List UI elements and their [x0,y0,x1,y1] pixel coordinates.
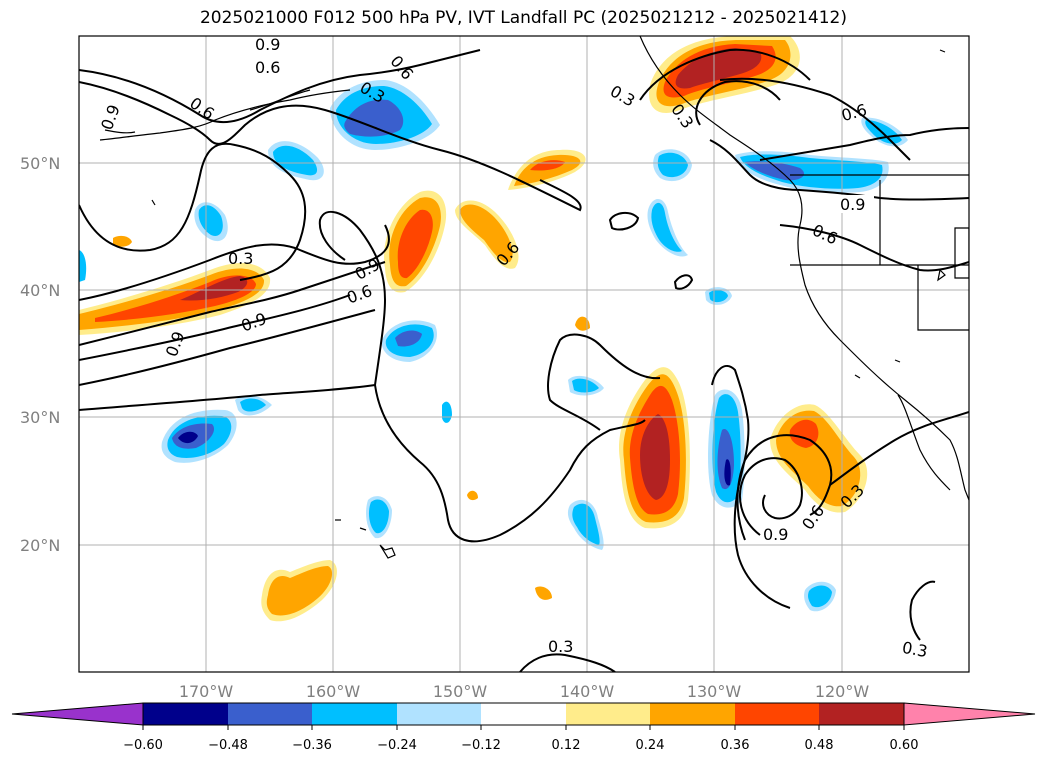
colorbar-extend-low [11,702,144,726]
lon-tick-label: 140°W [560,682,615,701]
shaded-positive-fields [79,36,868,622]
lon-tick-label: 130°W [687,682,742,701]
coastlines [99,36,969,559]
lon-tick-label: 160°W [306,682,361,701]
colorbar: −0.60 −0.48 −0.36 −0.24 −0.12 0.12 0.24 … [11,702,1036,753]
contour-label: 0.3 [901,638,929,661]
latitude-labels: 20°N 30°N 40°N 50°N [20,154,60,555]
map-panel: 0.9 0.6 0.9 0.6 0.3 0.3 0.9 0.6 0.9 0.6 … [78,35,970,673]
colorbar-tick-label: −0.60 [123,738,163,753]
colorbar-tick-label: −0.12 [461,738,501,753]
colorbar-tick-label: −0.48 [208,738,248,753]
colorbar-segment [650,703,735,725]
contour-label: 0.3 [228,249,253,268]
colorbar-segment [566,703,650,725]
colorbar-segment [143,703,228,725]
contour-label: 0.9 [840,195,865,214]
colorbar-segment [397,703,481,725]
longitude-labels: 170°W 160°W 150°W 140°W 130°W 120°W [179,682,870,701]
colorbar-tick-label: −0.24 [377,738,417,753]
lon-tick-label: 120°W [815,682,870,701]
colorbar-tick-label: 0.24 [636,738,665,753]
colorbar-segment [819,703,904,725]
colorbar-tick-label: 0.48 [805,738,834,753]
colorbar-segment [228,703,312,725]
contour-label: 0.9 [255,35,280,54]
lat-tick-label: 30°N [20,408,60,427]
map-frame [78,35,970,673]
contour-label: 0.6 [255,58,280,77]
lat-tick-label: 50°N [20,154,60,173]
colorbar-segment [735,703,819,725]
colorbar-segment [312,703,397,725]
lat-tick-label: 40°N [20,281,60,300]
lon-tick-label: 150°W [433,682,488,701]
colorbar-extend-high [903,702,1036,726]
lon-tick-label: 170°W [179,682,234,701]
contour-label: 0.9 [763,525,788,544]
colorbar-tick-label: 0.36 [721,738,750,753]
gridlines [79,36,969,672]
contours [79,48,969,672]
lat-tick-label: 20°N [20,536,60,555]
colorbar-tick-label: −0.36 [292,738,332,753]
shaded-negative-fields [79,80,908,612]
colorbar-tick-label: 0.60 [890,738,919,753]
colorbar-tick-label: 0.12 [552,738,581,753]
contour-label: 0.3 [548,637,573,656]
colorbar-segment [481,703,566,725]
map-title: 2025021000 F012 500 hPa PV, IVT Landfall… [199,8,847,28]
